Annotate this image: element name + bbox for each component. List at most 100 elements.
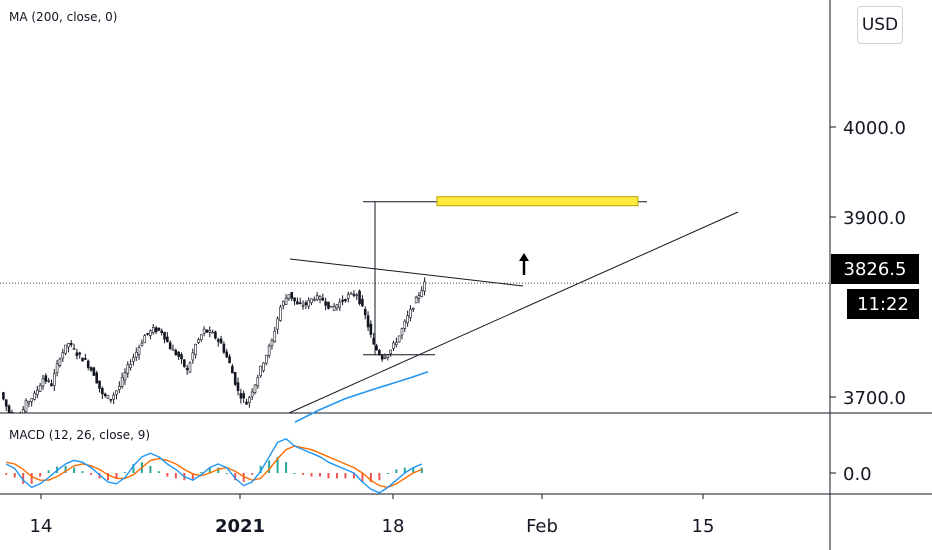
candle-body — [344, 298, 347, 302]
candle-body — [296, 301, 299, 305]
candle-body — [358, 290, 361, 304]
candle-body — [228, 356, 231, 364]
macd-histogram-bar — [174, 473, 177, 479]
countdown-tag: 11:22 — [847, 289, 919, 319]
macd-histogram-bar — [73, 467, 76, 473]
candle-body — [293, 297, 296, 302]
candle-body — [287, 294, 291, 299]
candle-body — [197, 339, 200, 343]
candle-body — [256, 377, 260, 387]
candle-body — [55, 363, 59, 374]
candle-body — [160, 330, 164, 333]
candle-body — [38, 384, 42, 392]
macd-histogram-bar — [115, 473, 118, 479]
candle-body — [41, 378, 45, 387]
macd-histogram-bar — [157, 471, 160, 473]
candle-body — [262, 362, 265, 372]
candle-body — [383, 356, 387, 359]
candle-body — [355, 294, 359, 297]
candle-body — [259, 365, 262, 377]
candle-body — [375, 345, 378, 351]
macd-histogram-bar — [412, 467, 415, 473]
macd-histogram-bar — [208, 467, 211, 473]
macd-histogram-bar — [166, 473, 169, 477]
candle-body — [411, 307, 415, 310]
candle-body — [27, 401, 31, 404]
candle-body — [281, 301, 285, 306]
last-price-tag: 3826.5 — [831, 254, 919, 284]
candle-body — [101, 387, 104, 395]
trendline-support — [288, 211, 739, 414]
candle-body — [310, 298, 313, 304]
candle-body — [123, 372, 127, 381]
candle-body — [75, 352, 79, 356]
macd-histogram-bar — [191, 473, 194, 480]
candle-body — [352, 294, 356, 296]
candle-body — [248, 397, 251, 403]
candle-body — [233, 372, 237, 385]
candle-body — [219, 338, 223, 344]
candle-body — [98, 380, 101, 389]
macd-tick-label: 0.0 — [843, 464, 872, 485]
candle-body — [168, 342, 172, 350]
candle-body — [267, 345, 271, 356]
candle-body — [301, 304, 305, 307]
candle-body — [115, 390, 118, 395]
macd-indicator-label[interactable]: MACD (12, 26, close, 9) — [9, 428, 151, 442]
macd-histogram-bar — [242, 473, 245, 482]
candle-body — [61, 352, 65, 359]
candle-body — [392, 342, 395, 349]
candle-body — [273, 330, 277, 342]
currency-button[interactable]: USD — [857, 6, 903, 44]
candle-body — [264, 355, 268, 364]
macd-histogram-bar — [22, 473, 25, 484]
target-box — [436, 196, 639, 207]
candle-body — [132, 357, 135, 362]
candle-body — [341, 299, 344, 302]
macd-histogram-bar — [30, 473, 33, 484]
candle-body — [363, 309, 367, 316]
candle-body — [330, 305, 333, 308]
macd-histogram-bar — [81, 471, 84, 473]
candle-body — [157, 327, 161, 331]
candle-body — [239, 393, 243, 399]
candle-body — [183, 359, 186, 367]
candle-body — [346, 294, 350, 299]
candle-body — [106, 395, 110, 399]
candle-body — [44, 375, 48, 382]
macd-histogram-bar — [225, 473, 228, 474]
candle-body — [7, 405, 11, 414]
candle-body — [188, 362, 192, 373]
macd-histogram-bar — [251, 473, 254, 475]
candle-body — [36, 389, 39, 395]
candle-body — [177, 351, 180, 357]
candle-body — [191, 352, 195, 361]
candle-body — [21, 409, 25, 414]
candle-body — [180, 354, 183, 360]
candle-body — [81, 357, 84, 362]
time-tick-label: 14 — [30, 516, 53, 537]
macd-histogram-bar — [327, 473, 330, 479]
candle-body — [380, 355, 384, 360]
candle-body — [78, 352, 82, 355]
candle-body — [84, 358, 87, 360]
time-tick-label: 18 — [382, 516, 405, 537]
candle-body — [118, 385, 121, 390]
candle-body — [174, 350, 178, 355]
candle-body — [24, 400, 28, 412]
candle-body — [369, 323, 373, 335]
macd-histogram-bar — [335, 473, 338, 479]
candle-body — [279, 306, 282, 321]
candle-body — [30, 398, 33, 402]
candle-body — [222, 343, 226, 353]
candle-body — [284, 297, 288, 305]
candle-body — [366, 315, 370, 328]
time-tick-label: 15 — [692, 516, 715, 537]
candle-body — [315, 295, 319, 301]
ma-indicator-label[interactable]: MA (200, close, 0) — [9, 10, 118, 24]
macd-histogram-bar — [319, 473, 321, 477]
candle-body — [321, 297, 325, 301]
candle-body — [313, 299, 316, 301]
macd-histogram-bar — [268, 460, 271, 473]
